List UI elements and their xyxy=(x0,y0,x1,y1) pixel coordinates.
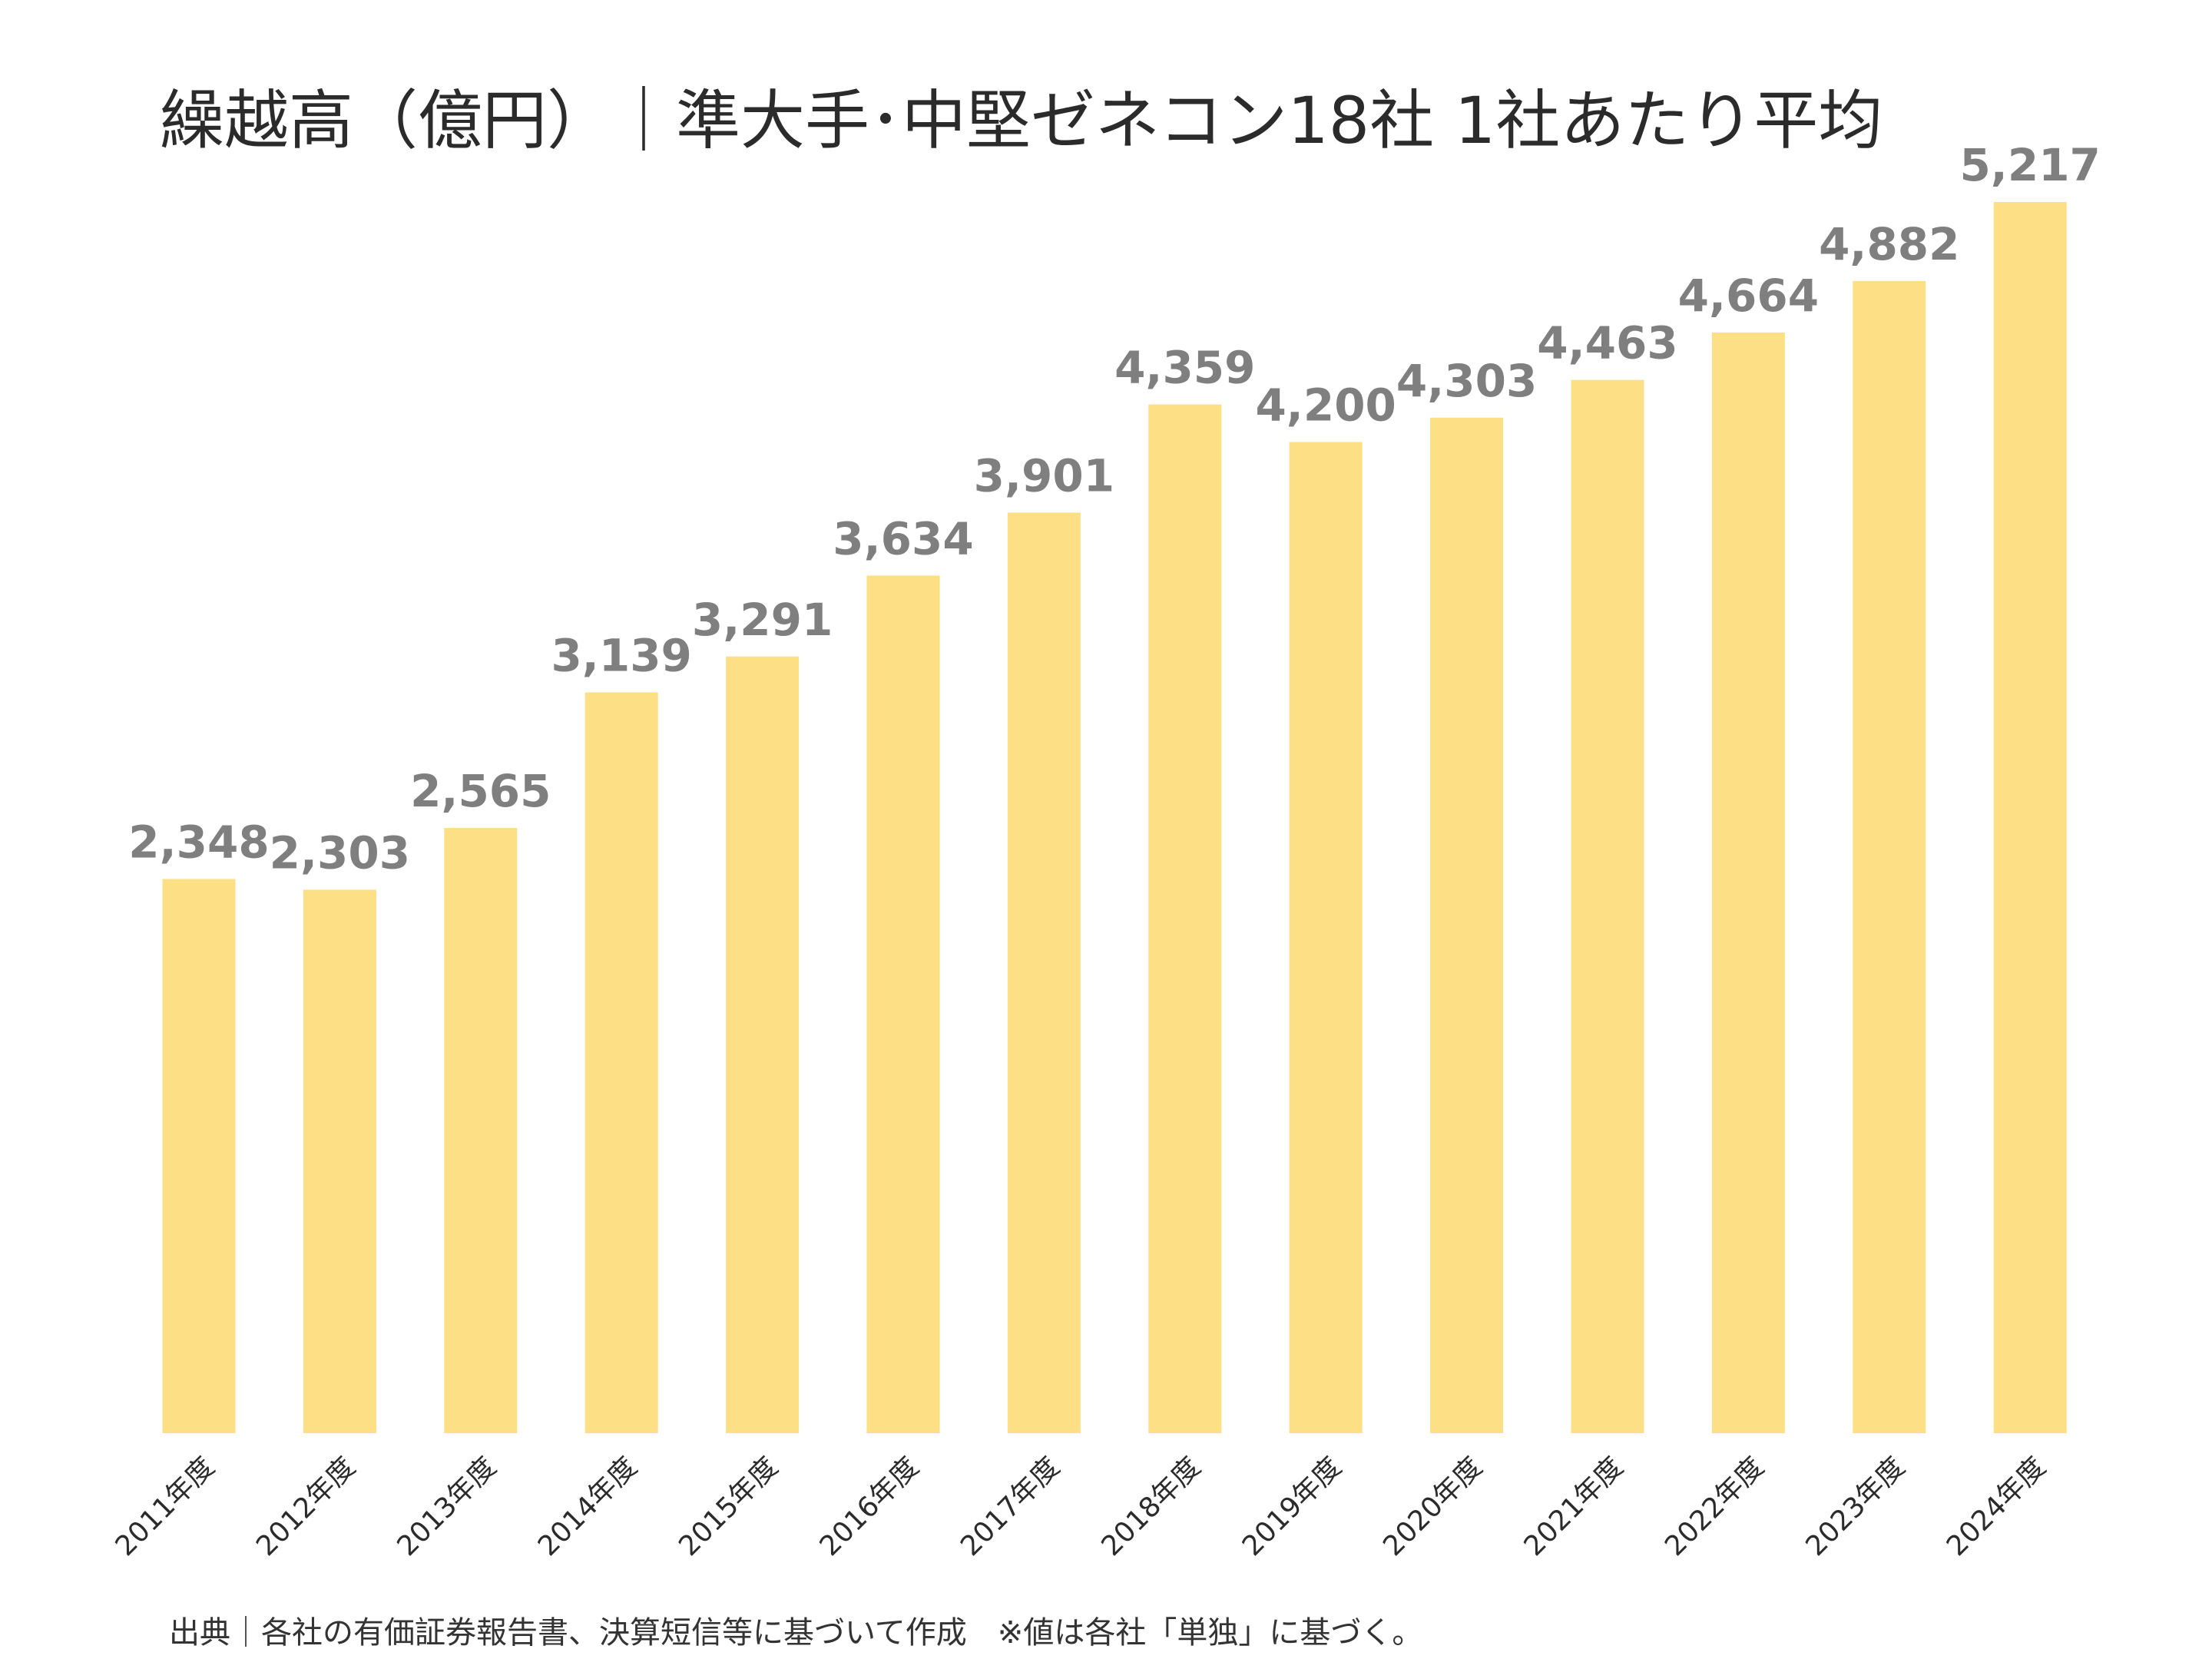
x-tick-label-2020年度: 2020年度 xyxy=(1377,1451,1488,1562)
x-tick-label-2022年度: 2022年度 xyxy=(1659,1451,1770,1562)
data-label-2014年度: 3,139 xyxy=(551,630,691,682)
data-label-2021年度: 4,463 xyxy=(1537,317,1677,369)
x-tick-label-2014年度: 2014年度 xyxy=(532,1451,644,1562)
data-label-2011年度: 2,348 xyxy=(128,816,269,869)
bar-2013年度 xyxy=(444,827,518,1433)
data-label-2012年度: 2,303 xyxy=(270,826,410,879)
bar-2021年度 xyxy=(1571,379,1644,1434)
x-tick-label-2018年度: 2018年度 xyxy=(1095,1451,1207,1562)
bar-2016年度 xyxy=(866,575,940,1433)
bar-2011年度 xyxy=(162,879,236,1433)
x-tick-label-2017年度: 2017年度 xyxy=(955,1451,1066,1562)
data-label-2016年度: 3,634 xyxy=(833,512,973,565)
bar-2019年度 xyxy=(1289,442,1363,1433)
bar-2012年度 xyxy=(303,889,376,1433)
bar-2020年度 xyxy=(1430,417,1504,1433)
data-label-2018年度: 4,359 xyxy=(1114,342,1255,394)
bar-2014年度 xyxy=(584,692,658,1433)
x-tick-label-2019年度: 2019年度 xyxy=(1237,1451,1348,1562)
x-tick-label-2015年度: 2015年度 xyxy=(673,1451,784,1562)
bar-2018年度 xyxy=(1148,404,1222,1433)
bar-2022年度 xyxy=(1711,332,1785,1433)
x-tick-label-2016年度: 2016年度 xyxy=(814,1451,926,1562)
data-label-2013年度: 2,565 xyxy=(410,765,551,817)
data-label-2017年度: 3,901 xyxy=(974,449,1114,502)
x-tick-label-2023年度: 2023年度 xyxy=(1800,1451,1911,1562)
x-tick-label-2021年度: 2021年度 xyxy=(1518,1451,1630,1562)
data-label-2023年度: 4,882 xyxy=(1819,218,1959,270)
data-label-2020年度: 4,303 xyxy=(1396,355,1537,407)
bar-2017年度 xyxy=(1007,512,1081,1433)
source-footnote: 出典｜各社の有価証券報告書、決算短信等に基づいて作成 ※値は各社「単独」に基づく… xyxy=(169,1615,1423,1651)
data-label-2019年度: 4,200 xyxy=(1255,379,1396,432)
chart-title: 繰越高（億円）｜準大手･中堅ゼネコン18社 1社あたり平均 xyxy=(160,83,1883,158)
bar-2015年度 xyxy=(726,656,800,1433)
x-tick-label-2024年度: 2024年度 xyxy=(1941,1451,2052,1562)
data-label-2022年度: 4,664 xyxy=(1678,270,1819,322)
x-tick-label-2011年度: 2011年度 xyxy=(110,1451,221,1562)
x-tick-label-2012年度: 2012年度 xyxy=(250,1451,362,1562)
data-label-2024年度: 5,217 xyxy=(1959,139,2100,191)
bar-2024年度 xyxy=(1993,202,2067,1433)
x-tick-label-2013年度: 2013年度 xyxy=(391,1451,502,1562)
data-label-2015年度: 3,291 xyxy=(692,594,833,646)
bar-2023年度 xyxy=(1853,280,1926,1433)
